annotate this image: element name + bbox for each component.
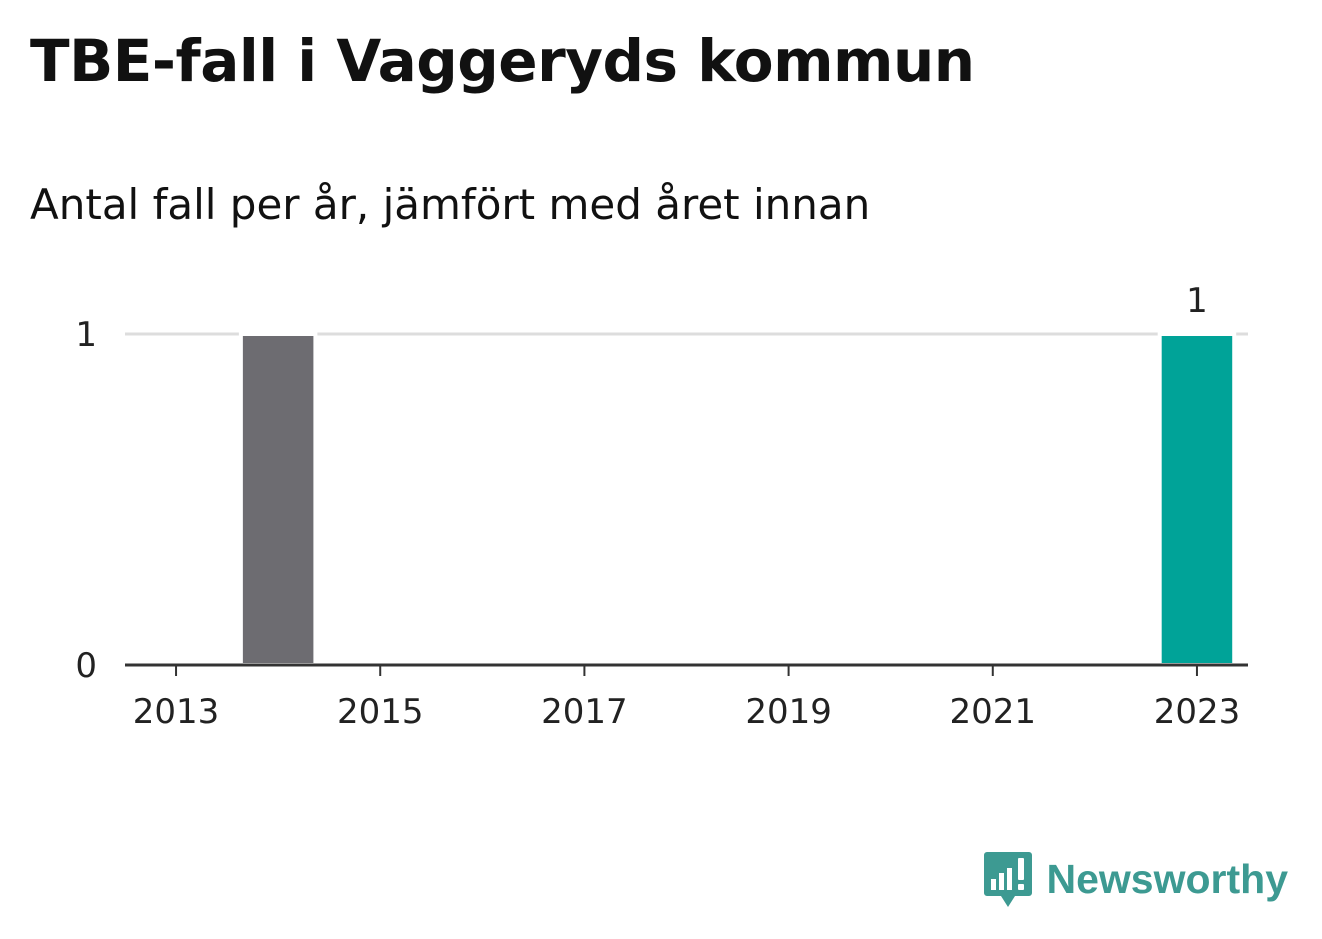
- brand-name: Newsworthy: [1046, 855, 1289, 902]
- chart-subtitle: Antal fall per år, jämfört med året inna…: [30, 180, 871, 229]
- bar-chart-speech-bubble-icon: [983, 852, 1032, 907]
- data-label: 1: [1186, 281, 1208, 321]
- x-tick-label: 2015: [337, 692, 424, 732]
- newsworthy-brand: Newsworthy: [983, 848, 1289, 910]
- x-tick-label: 2013: [133, 692, 220, 732]
- axes: [125, 663, 1248, 676]
- bar-2023: [1157, 332, 1237, 667]
- x-tick-label: 2023: [1154, 692, 1241, 732]
- labels: 2013 2015 2017 2019 2021 2023 0 1 1: [75, 281, 1240, 732]
- bar-2014: [238, 332, 318, 667]
- y-tick-label: 0: [75, 646, 97, 686]
- x-tick-label: 2019: [745, 692, 832, 732]
- bars: [238, 332, 1237, 667]
- x-tick-label: 2021: [950, 692, 1037, 732]
- y-tick-label: 1: [75, 315, 97, 355]
- chart-title: TBE-fall i Vaggeryds kommun: [30, 27, 975, 95]
- x-tick-label: 2017: [541, 692, 628, 732]
